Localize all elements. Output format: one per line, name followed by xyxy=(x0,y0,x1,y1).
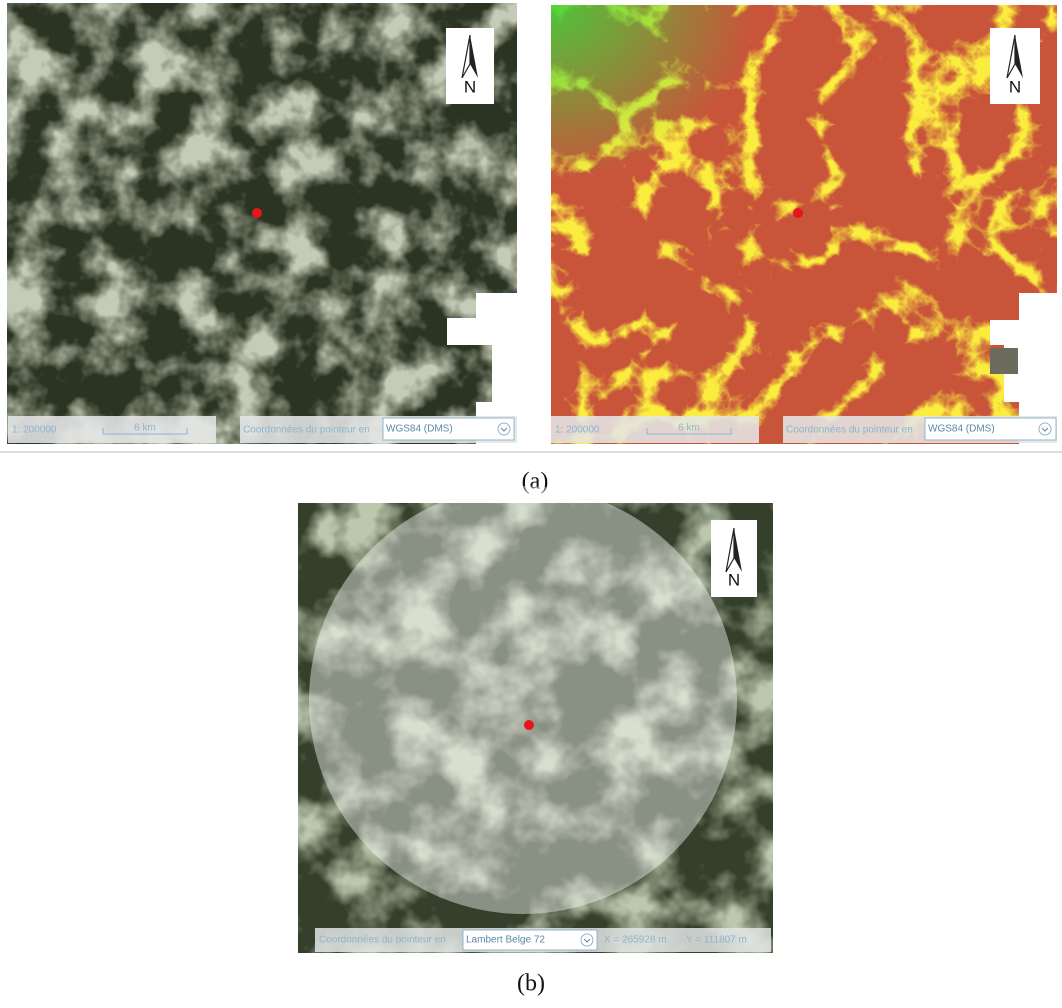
north-label: N xyxy=(464,77,476,96)
caption: (b) xyxy=(517,971,545,997)
location-marker xyxy=(252,208,262,218)
projection-value: Lambert Belge 72 xyxy=(466,935,545,946)
north-label: N xyxy=(1009,77,1021,96)
pointer-label: Coordonnées du pointeur en xyxy=(243,425,370,436)
buffer-circle xyxy=(309,486,737,914)
north-label: N xyxy=(728,570,740,589)
map-satellite: N 1: 200000 6 km Coordonnées du pointeur… xyxy=(7,3,517,444)
location-marker xyxy=(524,720,534,730)
scale-label: 1: 200000 xyxy=(12,425,57,436)
scale-bar-label: 6 km xyxy=(134,423,156,434)
scale-label: 1: 200000 xyxy=(555,425,600,436)
projection-value: WGS84 (DMS) xyxy=(386,424,453,435)
location-marker xyxy=(793,208,803,218)
x-coordinate: X = 265928 m xyxy=(604,935,667,946)
pointer-label: Coordonnées du pointeur en xyxy=(319,935,446,946)
pointer-label: Coordonnées du pointeur en xyxy=(786,425,913,436)
scale-bar-label: 6 km xyxy=(678,423,700,434)
map-satellite-buffer: N Coordonnées du pointeur en Lambert Bel… xyxy=(298,486,773,953)
map-elevation: N 1: 200000 6 km Coordonnées du pointeur… xyxy=(551,5,1057,444)
projection-value: WGS84 (DMS) xyxy=(928,424,995,435)
figure: N 1: 200000 6 km Coordonnées du pointeur… xyxy=(0,0,1062,1003)
y-coordinate: Y = 111807 m xyxy=(686,935,747,946)
